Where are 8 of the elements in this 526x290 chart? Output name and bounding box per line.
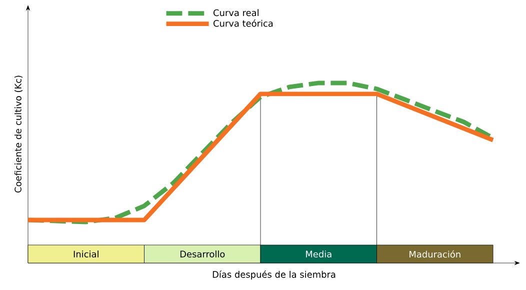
annotation: Maduración — [410, 250, 460, 258]
legend-label: Curva real — [214, 9, 258, 16]
legend-label: Curva teórica — [214, 19, 273, 27]
x-axis-title: Días después de la siembra — [212, 270, 336, 280]
annotation: Media — [306, 250, 332, 258]
y-axis-title: Coeficiente de cultivo (Kc) — [14, 76, 22, 193]
annotation: Inicial — [74, 250, 98, 258]
annotation: Desarrollo — [180, 250, 225, 258]
